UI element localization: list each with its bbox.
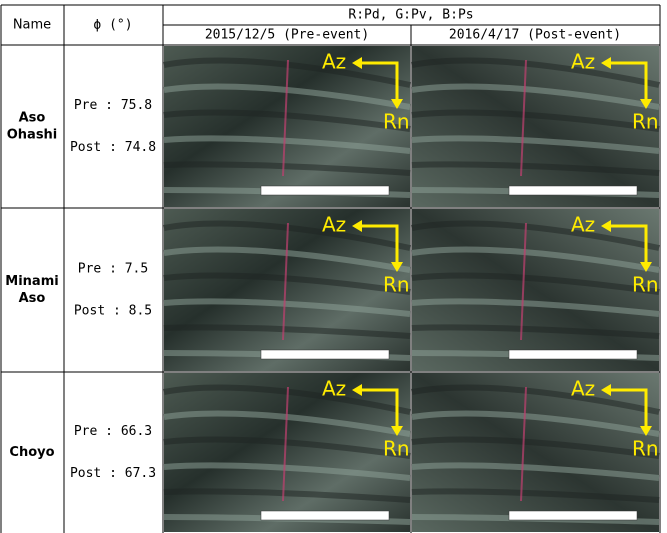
arrow-label-az: Az [322,377,346,401]
sar-image: Az Rn [164,46,410,207]
scale-bar [261,511,389,520]
arrow-label-az: Az [571,377,595,401]
arrow-label-rn: Rn [632,273,659,297]
incidence-post: Post : 74.8 [70,140,156,155]
arrow-label-rn: Rn [383,437,410,461]
site-name: Aso [19,111,46,126]
scale-bar [509,511,637,520]
incidence-pre: Pre : 7.5 [78,262,148,277]
sar-image: Az Rn [164,209,410,371]
table-figure: Name ϕ (°) R:Pd, G:Pv, B:Ps 2015/12/5 (P… [0,0,667,533]
incidence-pre: Pre : 75.8 [74,98,152,113]
arrow-label-az: Az [571,50,595,74]
incidence-pre: Pre : 66.3 [74,424,152,439]
scale-bar [509,186,637,195]
site-name: Ohashi [7,128,58,143]
arrow-label-rn: Rn [383,110,410,134]
arrow-label-rn: Rn [632,110,659,134]
sar-image: Az Rn [412,46,659,207]
sar-image: Az Rn [412,209,659,371]
scale-bar [261,350,389,359]
arrow-label-rn: Rn [383,273,410,297]
scale-bar [509,350,637,359]
site-name: Aso [19,291,46,306]
incidence-post: Post : 67.3 [70,466,156,481]
header-composite: R:Pd, G:Pv, B:Ps [348,8,473,23]
site-name: Choyo [9,445,54,460]
arrow-label-rn: Rn [632,437,659,461]
arrow-label-az: Az [322,213,346,237]
incidence-post: Post : 8.5 [74,304,152,319]
scale-bar [261,186,389,195]
sar-image: Az Rn [412,373,659,532]
header-phi: ϕ (°) [93,18,132,33]
header-name: Name [13,18,51,33]
header-date: 2016/4/17 (Post-event) [449,28,621,43]
arrow-label-az: Az [571,213,595,237]
sar-image: Az Rn [164,373,410,532]
header-date: 2015/12/5 (Pre-event) [205,28,369,43]
site-name: Minami [5,274,58,289]
arrow-label-az: Az [322,50,346,74]
